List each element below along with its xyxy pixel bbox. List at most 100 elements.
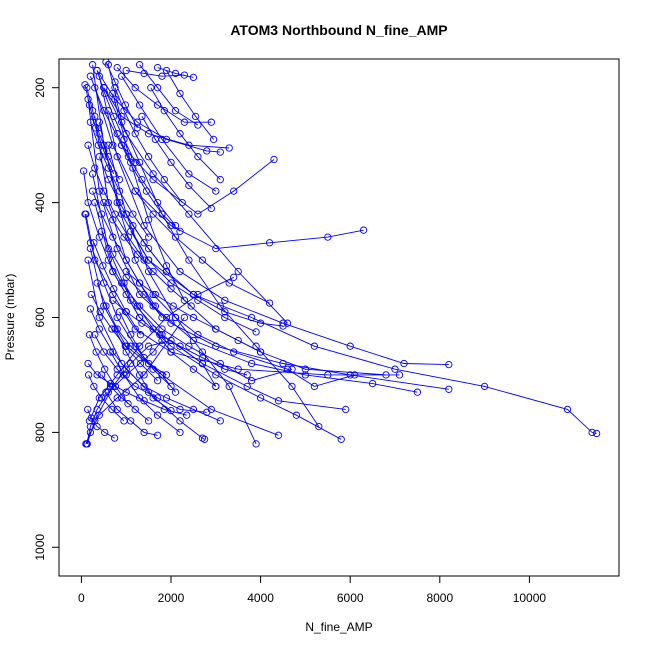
data-point [160,175,168,184]
data-point [176,227,184,235]
series-line [89,334,129,404]
data-point [391,365,399,373]
data-point [110,285,118,293]
data-point [95,153,103,161]
data-point [118,141,126,149]
data-point [178,198,186,207]
data-point [194,121,202,129]
series-line [87,260,205,440]
data-point [247,359,256,368]
data-point [91,331,99,339]
data-point [93,66,101,75]
data-point [79,167,88,175]
data-point [189,336,198,345]
data-point [111,382,120,391]
data-point [149,348,157,356]
data-point [140,397,148,405]
data-point [292,411,301,419]
data-point [301,371,310,379]
series-36 [102,388,162,439]
data-point [185,342,193,350]
data-point [142,187,151,195]
data-point [124,400,132,408]
data-point [171,313,180,322]
series-62 [87,290,162,385]
data-point [351,371,359,379]
data-point [209,135,218,144]
data-point [109,216,117,224]
data-point [91,84,99,92]
data-point [149,267,157,276]
data-point [133,250,142,258]
data-point [101,89,109,98]
series-line [94,334,207,413]
data-point [256,394,265,402]
data-point [167,285,175,293]
data-point [149,170,157,178]
x-tick-label: 8000 [426,591,453,605]
data-point [144,359,153,368]
data-point [151,290,159,299]
data-point [135,279,144,287]
data-point [167,342,175,350]
data-point [140,239,148,247]
series-line [86,340,163,444]
data-point [127,331,135,339]
data-point [144,267,153,276]
data-point [100,198,108,207]
y-tick-label: 200 [33,77,47,97]
data-point [113,63,121,72]
data-point [102,302,110,310]
series-line [83,170,140,318]
data-point [84,371,93,379]
data-point [368,379,377,388]
data-point [144,216,153,224]
data-point [243,382,251,391]
data-point [270,155,278,164]
data-point [221,296,229,304]
data-point [109,250,117,258]
data-point [96,308,104,316]
series-58 [95,153,171,276]
data-point [81,210,89,218]
data-point [207,118,215,126]
data-point [93,371,101,379]
y-axis-label: Pressure (mbar) [3,274,17,361]
data-point [413,388,422,396]
data-point [176,130,184,138]
series-line [141,116,212,209]
data-point [234,267,242,276]
data-point [588,428,596,437]
data-point [243,371,251,379]
data-point [176,405,184,414]
data-point [592,429,601,438]
data-point [90,239,98,247]
data-point [342,405,350,414]
data-point [176,89,184,98]
data-point [156,331,164,339]
data-point [198,256,207,264]
data-point [140,428,148,437]
data-point [221,313,229,322]
x-tick-label: 4000 [247,591,274,605]
data-point [185,181,193,190]
series-59 [86,118,153,241]
data-point [111,78,119,86]
data-point [180,118,189,126]
data-point [315,422,323,431]
data-point [279,322,287,330]
data-point [158,210,166,218]
series-line [96,70,221,153]
data-point [122,308,130,316]
data-point [221,365,229,373]
data-point [138,319,146,327]
data-point [230,348,238,356]
series-60 [100,198,195,310]
data-point [138,112,146,121]
series-line [121,75,217,192]
data-point [129,221,137,230]
data-point [129,164,137,172]
data-point [93,422,101,431]
y-axis: 200 400 600 800 1000 [33,77,60,561]
